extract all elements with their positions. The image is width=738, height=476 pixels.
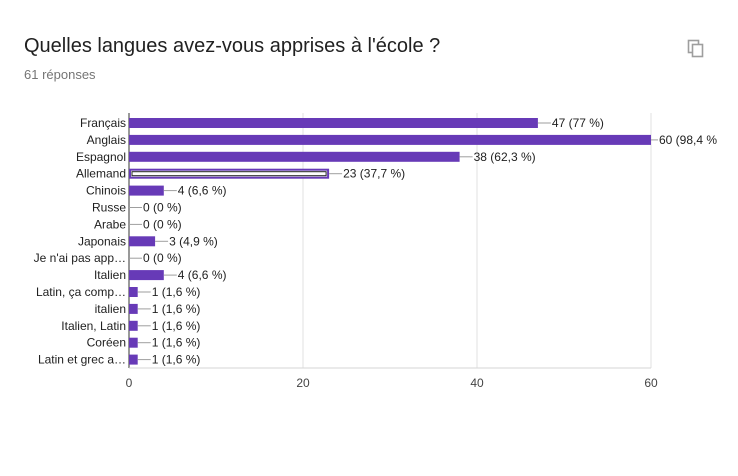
category-label: Russe [92, 201, 126, 215]
bar [129, 134, 651, 145]
data-label: 60 (98,4 % [659, 133, 717, 147]
data-label: 4 (6,6 %) [178, 268, 227, 282]
data-label: 38 (62,3 %) [474, 150, 536, 164]
chart-title: Quelles langues avez-vous apprises à l'é… [24, 35, 441, 57]
bar [129, 303, 138, 314]
data-label: 3 (4,9 %) [169, 234, 218, 248]
data-label: 1 (1,6 %) [152, 285, 201, 299]
category-label: Coréen [87, 336, 126, 350]
data-label: 4 (6,6 %) [178, 184, 227, 198]
data-label: 1 (1,6 %) [152, 302, 201, 316]
bar-selected [129, 168, 330, 179]
category-label: Italien, Latin [61, 319, 126, 333]
data-label: 1 (1,6 %) [152, 336, 201, 350]
x-tick-label: 20 [296, 376, 310, 390]
response-count: 61 réponses [24, 67, 96, 82]
category-label: Italien [94, 268, 126, 282]
bar [129, 118, 538, 128]
bar [129, 270, 164, 281]
category-label: Arabe [94, 217, 126, 231]
bar [129, 320, 138, 331]
data-label: 0 (0 %) [143, 251, 182, 265]
x-tick-label: 40 [470, 376, 484, 390]
category-label: Latin et grec a… [38, 353, 126, 367]
bar [129, 354, 138, 365]
category-label: Anglais [87, 133, 126, 147]
bar [129, 337, 138, 348]
bar-selected-outline [131, 171, 327, 177]
data-label: 0 (0 %) [143, 201, 182, 215]
x-tick-label: 60 [644, 376, 658, 390]
category-label: Français [80, 116, 126, 130]
bar [129, 151, 460, 162]
data-label: 0 (0 %) [143, 217, 182, 231]
data-label: 1 (1,6 %) [152, 319, 201, 333]
x-tick-label: 0 [126, 376, 133, 390]
bar [129, 236, 156, 247]
category-label: Allemand [76, 167, 126, 181]
category-label: italien [95, 302, 126, 316]
data-label: 47 (77 %) [552, 116, 604, 130]
category-label: Japonais [78, 234, 126, 248]
category-label: Latin, ça comp… [36, 285, 126, 299]
category-label: Je n'ai pas app… [34, 251, 126, 265]
category-label: Chinois [86, 184, 126, 198]
category-label: Espagnol [76, 150, 126, 164]
data-label: 1 (1,6 %) [152, 353, 201, 367]
bar [129, 185, 164, 196]
copy-icon[interactable] [684, 36, 708, 60]
bar [129, 287, 138, 297]
data-label: 23 (37,7 %) [343, 167, 405, 181]
